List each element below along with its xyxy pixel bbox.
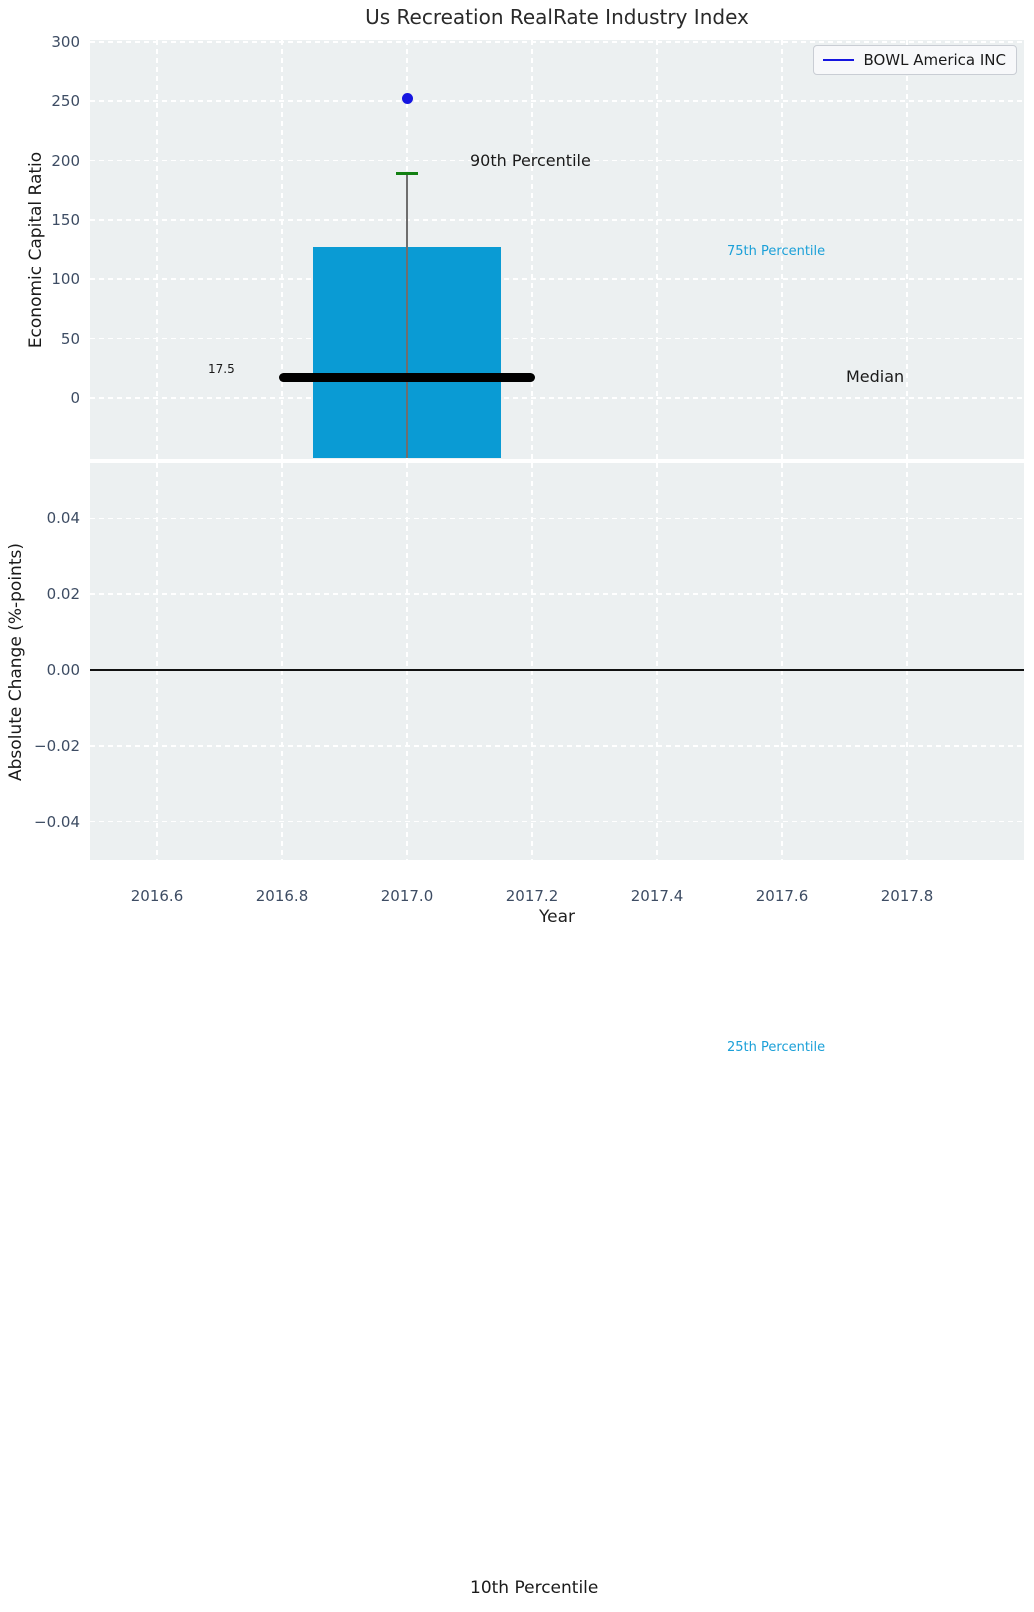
x-gridline [656, 463, 658, 860]
x-gridline [531, 463, 533, 860]
data-point-bowl-america-inc [401, 92, 413, 104]
y-tick-label: 300 [51, 32, 80, 51]
y-gridline [90, 593, 1024, 595]
x-gridline [906, 463, 908, 860]
y-tick-label: 0.04 [46, 509, 80, 528]
annotation-median: Median [846, 367, 905, 386]
y-tick-label: 50 [60, 329, 80, 348]
zero-line [90, 669, 1024, 671]
x-gridline [781, 40, 783, 459]
whisker-line [406, 173, 408, 458]
y-tick-label: 100 [51, 270, 80, 289]
top-plot-area [90, 40, 1024, 459]
y-gridline [90, 745, 1024, 747]
y-gridline [90, 820, 1024, 823]
legend: BOWL America INC [813, 45, 1017, 75]
y-gridline [90, 517, 1024, 520]
y-tick-label: 0 [70, 388, 80, 407]
x-gridline [781, 463, 783, 860]
annotation-10th-percentile: 10th Percentile [470, 1578, 599, 1598]
y-tick-label: 250 [51, 92, 80, 111]
y-tick-label: 0.00 [46, 661, 80, 680]
annotation-90th-percentile: 90th Percentile [470, 151, 591, 170]
annotation-25th-percentile: 25th Percentile [727, 1040, 826, 1055]
x-gridline [406, 463, 408, 860]
y-tick-label: −0.04 [34, 812, 80, 831]
x-tick-label: 2016.6 [130, 887, 184, 905]
y-tick-label: 150 [51, 210, 80, 229]
chart-title: Us Recreation RealRate Industry Index [365, 5, 749, 29]
y-gridline [90, 219, 1024, 221]
y-gridline [90, 278, 1024, 280]
legend-line-swatch [823, 58, 855, 62]
y-tick-label: −0.02 [34, 736, 80, 755]
x-gridline [156, 463, 158, 860]
x-tick-label: 2017.6 [755, 887, 809, 905]
annotation-75th-percentile: 75th Percentile [727, 244, 826, 259]
annotation-median-value: 17.5 [208, 362, 235, 376]
x-gridline [281, 463, 283, 860]
x-tick-label: 2016.8 [255, 887, 309, 905]
y-gridline [90, 397, 1024, 399]
bottom-plot-area [90, 463, 1024, 860]
x-gridline [156, 40, 158, 459]
x-gridline [281, 40, 283, 459]
x-tick-label: 2017.8 [880, 887, 934, 905]
y-gridline [90, 100, 1024, 102]
x-axis-label: Year [539, 907, 575, 927]
x-gridline [531, 40, 533, 459]
p90-cap [396, 172, 418, 175]
median-line [278, 372, 536, 382]
top-y-axis-label: Economic Capital Ratio [26, 151, 46, 349]
legend-label: BOWL America INC [863, 51, 1006, 69]
x-tick-label: 2017.0 [380, 887, 434, 905]
y-tick-label: 200 [51, 151, 80, 170]
x-gridline [906, 40, 908, 459]
y-gridline [90, 337, 1024, 340]
y-tick-label: 0.02 [46, 585, 80, 604]
y-gridline [90, 159, 1024, 162]
x-gridline [656, 40, 658, 459]
x-tick-label: 2017.4 [630, 887, 684, 905]
y-gridline [90, 41, 1024, 43]
x-tick-label: 2017.2 [505, 887, 559, 905]
